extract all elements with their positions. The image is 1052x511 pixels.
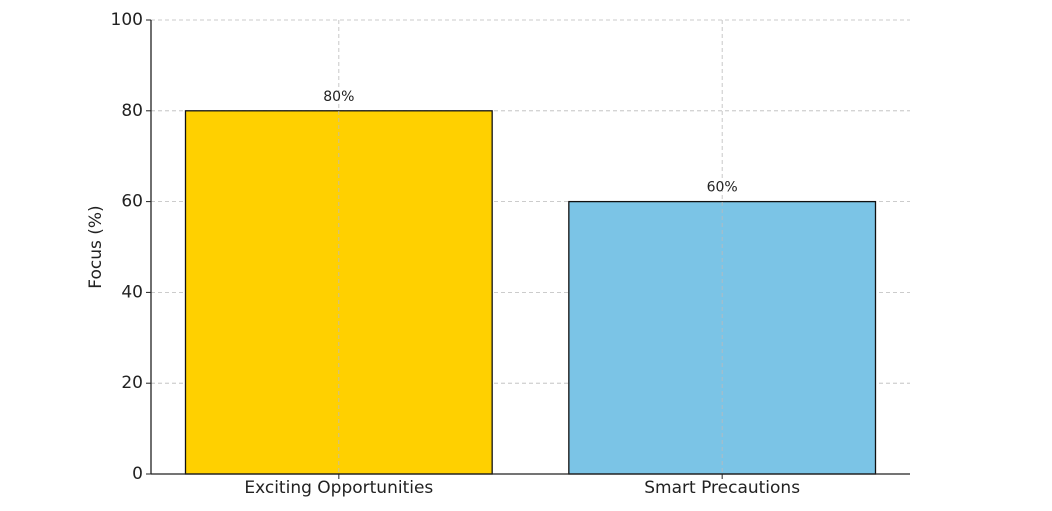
y-tick-label: 100 xyxy=(111,10,143,30)
value-label: 80% xyxy=(323,89,354,105)
x-tick-label: Exciting Opportunities xyxy=(244,478,433,498)
y-tick-label: 20 xyxy=(121,373,143,393)
y-tick-label: 40 xyxy=(121,282,143,302)
y-tick-label: 80 xyxy=(121,101,143,121)
y-tick-label: 0 xyxy=(132,464,143,484)
x-tick-label: Smart Precautions xyxy=(644,478,800,498)
y-axis-label: Focus (%) xyxy=(86,205,106,288)
value-label: 60% xyxy=(707,180,738,196)
y-tick-label: 60 xyxy=(121,192,143,212)
